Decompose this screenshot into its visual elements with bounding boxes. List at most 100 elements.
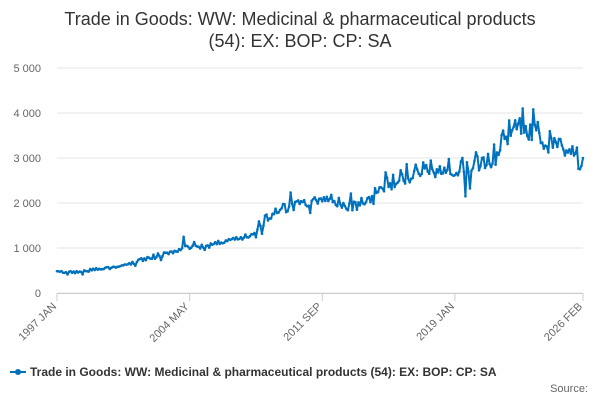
data-point[interactable] <box>503 137 506 141</box>
data-point[interactable] <box>232 236 235 240</box>
data-point[interactable] <box>171 251 175 255</box>
data-point[interactable] <box>412 169 416 173</box>
data-point[interactable] <box>257 220 261 223</box>
data-point[interactable] <box>565 149 568 152</box>
data-point[interactable] <box>458 170 461 173</box>
data-point[interactable] <box>200 243 203 247</box>
data-point[interactable] <box>81 273 84 276</box>
data-point[interactable] <box>498 148 502 152</box>
data-point[interactable] <box>292 208 295 212</box>
data-point[interactable] <box>198 247 202 250</box>
data-point[interactable] <box>580 164 583 168</box>
data-point[interactable] <box>560 144 564 147</box>
data-point[interactable] <box>399 168 402 172</box>
data-point[interactable] <box>360 196 363 200</box>
data-point[interactable] <box>563 154 567 157</box>
data-point[interactable] <box>235 235 238 239</box>
data-point[interactable] <box>298 202 301 206</box>
data-point[interactable] <box>554 140 558 144</box>
data-point[interactable] <box>260 232 264 236</box>
data-point[interactable] <box>515 127 518 131</box>
data-point[interactable] <box>280 207 283 210</box>
data-point[interactable] <box>572 154 576 157</box>
data-point[interactable] <box>348 202 351 205</box>
data-point[interactable] <box>161 254 164 258</box>
data-point[interactable] <box>372 202 375 206</box>
data-point[interactable] <box>426 170 430 173</box>
data-point[interactable] <box>66 273 69 276</box>
data-point[interactable] <box>491 162 494 165</box>
data-point[interactable] <box>533 123 537 127</box>
data-point[interactable] <box>296 199 300 202</box>
data-point[interactable] <box>524 124 528 128</box>
data-point[interactable] <box>265 213 268 216</box>
data-point[interactable] <box>323 199 327 203</box>
data-point[interactable] <box>417 172 421 175</box>
data-point[interactable] <box>446 168 449 172</box>
data-point[interactable] <box>406 177 410 180</box>
data-point[interactable] <box>432 171 436 174</box>
data-point[interactable] <box>156 252 160 255</box>
data-point[interactable] <box>441 172 445 175</box>
data-point[interactable] <box>506 142 509 146</box>
data-point[interactable] <box>531 108 535 111</box>
data-point[interactable] <box>132 262 136 266</box>
data-point[interactable] <box>238 237 241 241</box>
data-point[interactable] <box>159 258 163 262</box>
data-point[interactable] <box>357 201 360 204</box>
data-point[interactable] <box>507 119 511 122</box>
data-point[interactable] <box>259 224 262 228</box>
data-point[interactable] <box>179 248 182 252</box>
data-point[interactable] <box>144 258 148 262</box>
data-point[interactable] <box>525 134 529 138</box>
data-point[interactable] <box>397 179 401 183</box>
data-point[interactable] <box>415 168 419 171</box>
data-point[interactable] <box>287 205 291 208</box>
data-point[interactable] <box>363 203 366 206</box>
data-point[interactable] <box>382 189 386 193</box>
data-point[interactable] <box>207 246 211 249</box>
data-point[interactable] <box>256 228 259 231</box>
data-point[interactable] <box>349 192 353 195</box>
data-point[interactable] <box>479 164 482 168</box>
data-point[interactable] <box>311 197 315 201</box>
data-point[interactable] <box>272 212 276 216</box>
data-point[interactable] <box>376 190 380 194</box>
data-point[interactable] <box>254 235 258 239</box>
data-point[interactable] <box>129 263 133 266</box>
data-point[interactable] <box>545 145 549 148</box>
data-point[interactable] <box>385 176 389 180</box>
data-point[interactable] <box>461 156 464 160</box>
data-point[interactable] <box>283 203 286 206</box>
data-point[interactable] <box>500 133 503 137</box>
data-point[interactable] <box>571 145 574 148</box>
data-point[interactable] <box>482 156 485 159</box>
data-point[interactable] <box>434 175 437 179</box>
data-point[interactable] <box>550 137 553 140</box>
data-point[interactable] <box>302 198 306 202</box>
data-point[interactable] <box>333 199 336 203</box>
data-point[interactable] <box>387 185 390 189</box>
data-point[interactable] <box>464 194 467 198</box>
data-point[interactable] <box>581 156 585 160</box>
data-point[interactable] <box>346 208 350 212</box>
data-point[interactable] <box>64 270 68 274</box>
data-point[interactable] <box>444 171 448 175</box>
data-point[interactable] <box>578 167 582 171</box>
data-point[interactable] <box>213 240 217 244</box>
data-point[interactable] <box>495 151 499 154</box>
data-point[interactable] <box>528 123 532 126</box>
data-point[interactable] <box>182 235 185 239</box>
data-point[interactable] <box>574 152 577 155</box>
data-point[interactable] <box>527 138 531 141</box>
data-point[interactable] <box>381 187 384 190</box>
data-point[interactable] <box>551 146 555 149</box>
data-point[interactable] <box>203 248 206 252</box>
data-point[interactable] <box>330 193 333 197</box>
data-point[interactable] <box>369 200 372 204</box>
data-point[interactable] <box>530 138 534 142</box>
data-point[interactable] <box>248 234 252 238</box>
data-point[interactable] <box>242 236 246 239</box>
data-point[interactable] <box>559 137 562 141</box>
data-point[interactable] <box>106 265 110 269</box>
